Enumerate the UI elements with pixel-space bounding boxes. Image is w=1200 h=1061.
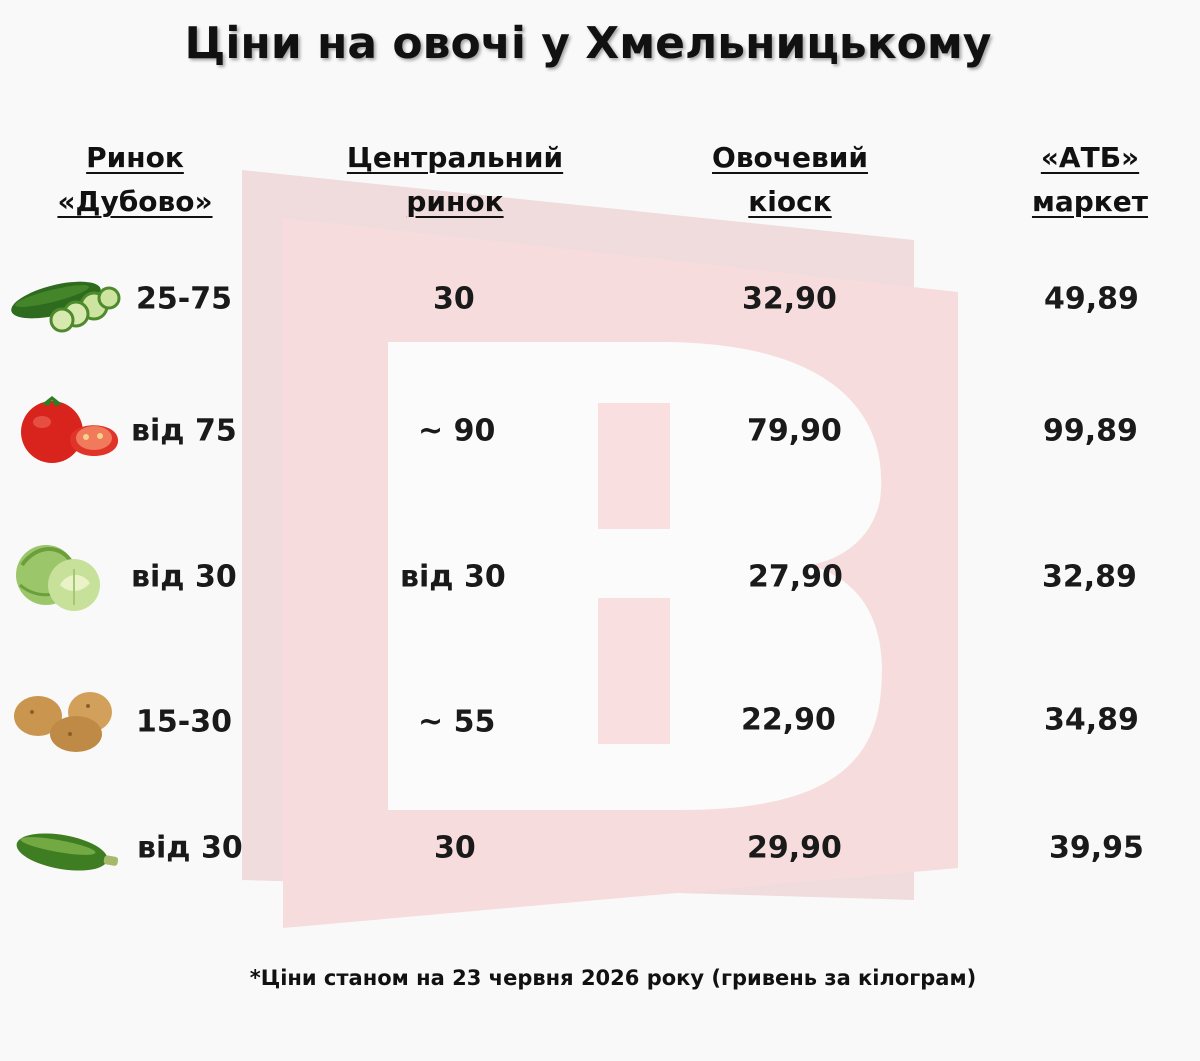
price-dubovo-zucchini: від 30 [137,830,243,866]
column-header-kiosk: Овочевий кіоск [680,136,900,224]
price-kiosk-cabbage: 27,90 [748,559,843,595]
footnote: *Ціни станом на 23 червня 2026 року (гри… [249,966,977,990]
price-central-potato: ~ 55 [418,704,496,740]
zucchini-icon [16,833,119,871]
price-dubovo-cucumber: 25-75 [136,281,232,317]
column-header-atb-line1: «АТБ» [1040,141,1140,174]
price-kiosk-potato: 22,90 [741,702,836,738]
price-atb-potato: 34,89 [1044,702,1139,738]
price-atb-tomato: 99,89 [1043,413,1138,449]
column-header-atb-line2: маркет [1031,185,1149,218]
potato-icon [14,692,112,752]
price-central-cabbage: від 30 [400,559,506,595]
cabbage-icon [16,545,100,611]
price-central-cucumber: 30 [433,281,475,317]
column-header-dubovo-line1: Ринок [86,141,184,174]
cucumber-icon [11,281,121,333]
price-kiosk-tomato: 79,90 [747,413,842,449]
price-central-zucchini: 30 [434,830,476,866]
column-header-kiosk-line1: Овочевий [712,141,868,174]
column-header-dubovo: Ринок «Дубово» [35,136,235,224]
price-kiosk-zucchini: 29,90 [747,830,842,866]
column-header-central: Центральний ринок [315,136,595,224]
column-header-dubovo-line2: «Дубово» [57,185,213,218]
column-header-atb: «АТБ» маркет [1010,136,1170,224]
price-atb-cucumber: 49,89 [1044,281,1139,317]
column-header-central-line2: ринок [406,185,504,218]
tomato-icon [21,396,119,463]
price-atb-cabbage: 32,89 [1042,559,1137,595]
price-dubovo-potato: 15-30 [136,704,232,740]
price-central-tomato: ~ 90 [418,413,496,449]
price-atb-zucchini: 39,95 [1049,830,1144,866]
price-dubovo-tomato: від 75 [131,413,237,449]
page-title: Ціни на овочі у Хмельницькому [184,18,992,69]
column-header-kiosk-line2: кіоск [748,185,832,218]
column-header-central-line1: Центральний [346,141,564,174]
price-kiosk-cucumber: 32,90 [742,281,837,317]
price-dubovo-cabbage: від 30 [131,559,237,595]
